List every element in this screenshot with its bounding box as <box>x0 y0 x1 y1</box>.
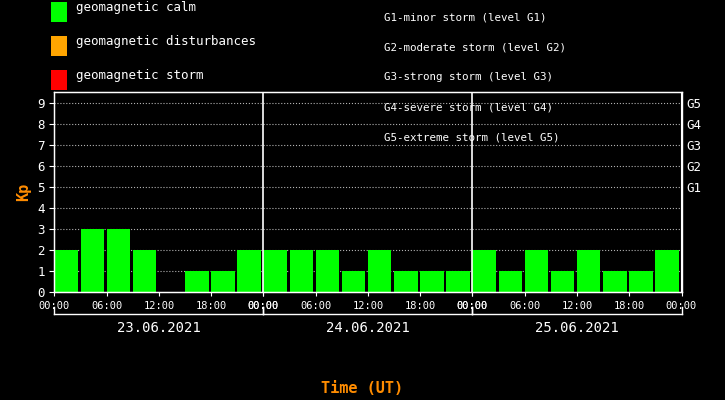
Bar <box>499 271 522 292</box>
Bar <box>133 250 157 292</box>
Bar <box>551 271 574 292</box>
Text: G5-extreme storm (level G5): G5-extreme storm (level G5) <box>384 132 560 142</box>
Bar <box>420 271 444 292</box>
Bar <box>237 250 261 292</box>
Text: 25.06.2021: 25.06.2021 <box>535 321 619 335</box>
Bar <box>368 250 392 292</box>
Bar <box>289 250 313 292</box>
Bar <box>577 250 600 292</box>
Bar <box>447 271 470 292</box>
Text: geomagnetic calm: geomagnetic calm <box>76 2 196 14</box>
Bar <box>655 250 679 292</box>
Text: Time (UT): Time (UT) <box>321 381 404 396</box>
Bar <box>315 250 339 292</box>
Bar <box>185 271 209 292</box>
Bar <box>629 271 652 292</box>
Text: G4-severe storm (level G4): G4-severe storm (level G4) <box>384 102 553 112</box>
Text: geomagnetic disturbances: geomagnetic disturbances <box>76 36 256 48</box>
Y-axis label: Kp: Kp <box>17 183 32 201</box>
Bar <box>263 250 287 292</box>
Bar <box>80 229 104 292</box>
Bar <box>394 271 418 292</box>
Text: G1-minor storm (level G1): G1-minor storm (level G1) <box>384 12 547 22</box>
Bar <box>54 250 78 292</box>
Text: geomagnetic storm: geomagnetic storm <box>76 70 204 82</box>
Bar <box>107 229 130 292</box>
Bar <box>603 271 626 292</box>
Bar <box>525 250 548 292</box>
Text: 23.06.2021: 23.06.2021 <box>117 321 201 335</box>
Bar <box>211 271 235 292</box>
Text: 24.06.2021: 24.06.2021 <box>326 321 410 335</box>
Text: G2-moderate storm (level G2): G2-moderate storm (level G2) <box>384 42 566 52</box>
Bar <box>473 250 496 292</box>
Text: G3-strong storm (level G3): G3-strong storm (level G3) <box>384 72 553 82</box>
Bar <box>341 271 365 292</box>
